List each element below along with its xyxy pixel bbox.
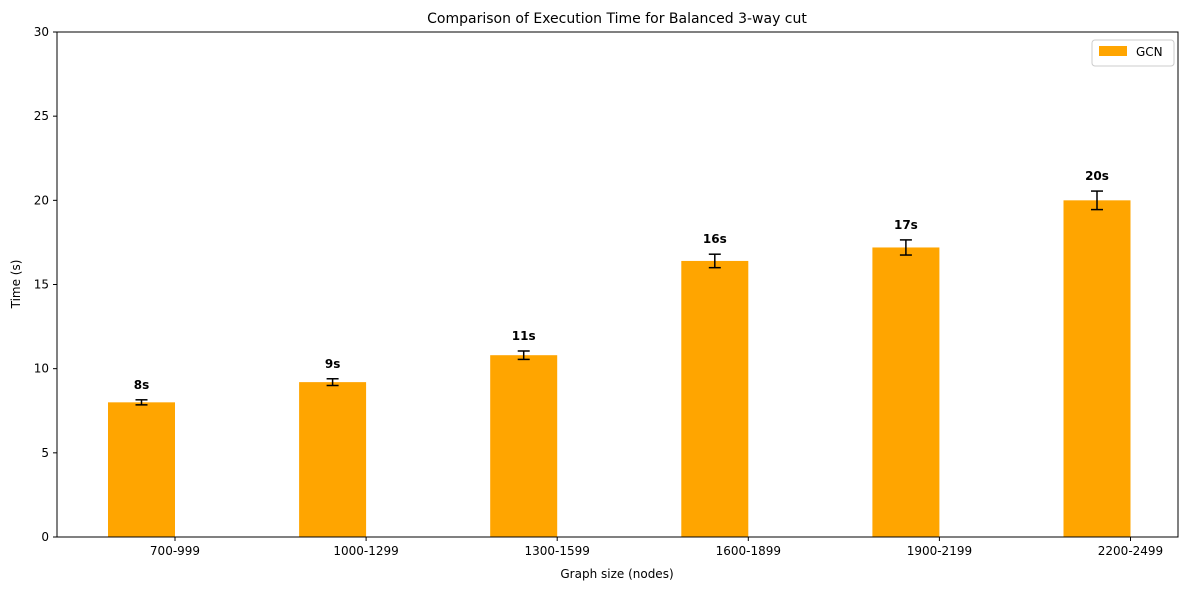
y-tick-label: 15 [34,278,49,292]
bar [108,402,175,537]
legend-swatch [1099,46,1127,56]
x-tick-label: 1300-1599 [524,544,589,558]
x-tick-label: 1600-1899 [716,544,781,558]
chart-title: Comparison of Execution Time for Balance… [427,11,807,27]
data-label: 8s [134,378,150,392]
bar [490,355,558,537]
bar [872,247,940,537]
x-axis-title: Graph size (nodes) [560,567,673,581]
y-tick-label: 0 [41,530,49,544]
x-tick-label: 700-999 [150,544,200,558]
data-label: 20s [1085,169,1109,183]
bar [299,382,367,537]
data-label: 16s [703,232,727,246]
x-tick-label: 1000-1299 [333,544,398,558]
y-tick-label: 20 [34,193,49,207]
plot-frame [56,31,1179,538]
legend-label: GCN [1136,45,1163,59]
y-tick-label: 30 [34,25,49,39]
plot-area: 0 5 10 15 20 25 30 700-999 8s 1000-1299 9s 1300-159… [34,25,1163,558]
legend: GCN [1091,39,1175,67]
data-label: 11s [512,329,536,343]
data-label: 9s [325,357,341,371]
x-tick-label: 2200-2499 [1098,544,1163,558]
bar [681,260,749,537]
bar [1063,200,1131,538]
y-axis-title: Time (s) [9,260,23,310]
y-tick-label: 10 [34,362,49,376]
data-label: 17s [894,218,918,232]
y-tick-label: 5 [41,446,49,460]
x-tick-label: 1900-2199 [907,544,972,558]
y-tick-label: 25 [34,109,49,123]
